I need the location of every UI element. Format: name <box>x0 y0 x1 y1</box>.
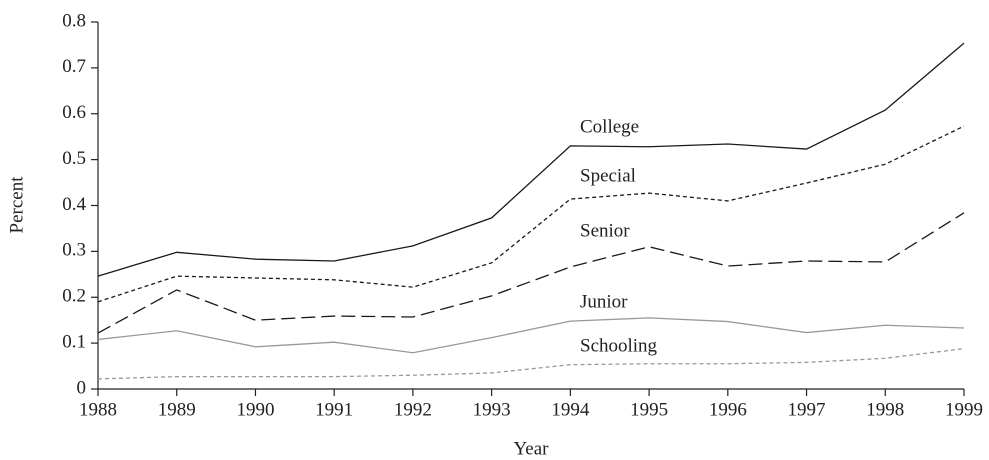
series-label: Senior <box>580 220 630 241</box>
x-tick-label: 1993 <box>473 399 511 420</box>
series-line <box>97 125 965 303</box>
series-label: College <box>580 116 639 137</box>
y-tick-label: 0.6 <box>62 102 86 123</box>
y-axis-label: Percent <box>6 176 27 234</box>
y-tick-label: 0.1 <box>62 331 86 352</box>
x-tick-label: 1996 <box>709 399 747 420</box>
x-tick-label: 1988 <box>79 399 117 420</box>
series-line <box>97 42 965 277</box>
x-axis-label: Year <box>513 438 549 459</box>
x-tick-label: 1991 <box>315 399 353 420</box>
series-line <box>97 347 965 380</box>
y-tick-label: 0.8 <box>62 10 86 31</box>
x-tick-label: 1998 <box>866 399 904 420</box>
x-tick-label: 1992 <box>394 399 432 420</box>
series-label: Schooling <box>580 335 658 356</box>
y-tick-label: 0.5 <box>62 148 86 169</box>
x-tick-label: 1994 <box>551 399 590 420</box>
y-tick-label: 0.2 <box>62 286 86 307</box>
series-line <box>97 317 965 354</box>
series-label: Special <box>580 165 636 186</box>
y-tick-label: 0 <box>77 377 87 398</box>
y-tick-label: 0.4 <box>62 194 86 215</box>
y-tick-label: 0.7 <box>62 56 86 77</box>
x-tick-label: 1995 <box>630 399 668 420</box>
x-tick-label: 1999 <box>945 399 983 420</box>
y-tick-label: 0.3 <box>62 240 86 261</box>
x-tick-label: 1989 <box>158 399 196 420</box>
series-line <box>97 212 965 334</box>
x-tick-label: 1997 <box>788 399 826 420</box>
series-label: Junior <box>580 291 628 312</box>
x-tick-label: 1990 <box>236 399 274 420</box>
